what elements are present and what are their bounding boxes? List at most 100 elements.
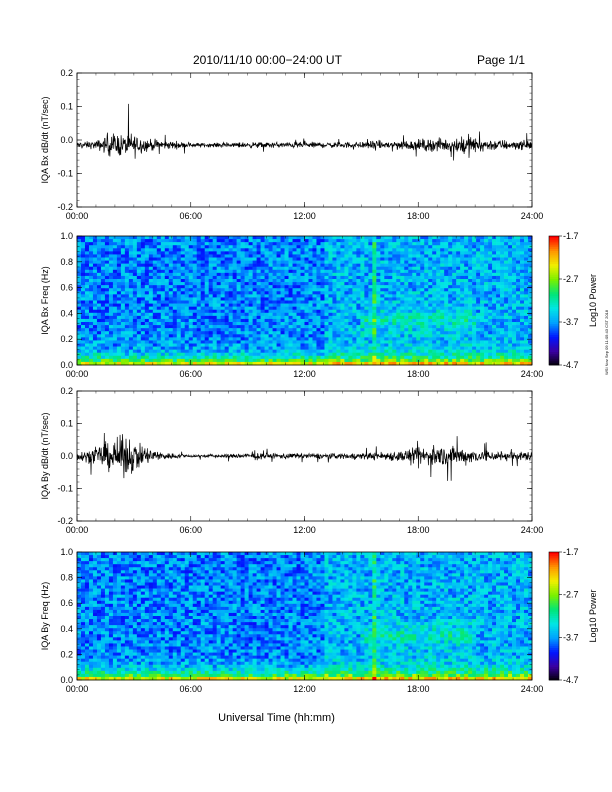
spectrogram-cell	[392, 275, 397, 280]
spectrogram-cell	[496, 275, 501, 280]
spectrogram-cell	[160, 294, 166, 298]
spectrogram-cell	[436, 288, 441, 292]
spectrogram-cell	[332, 294, 337, 298]
spectrogram-cell	[244, 285, 249, 289]
spectrogram-cell	[88, 236, 94, 240]
spectrogram-cell	[184, 349, 190, 354]
spectrogram-cell	[144, 312, 150, 317]
spectrogram-cell	[352, 275, 357, 280]
spectrogram-cell	[508, 260, 513, 264]
spectrogram-cell	[108, 285, 114, 289]
spectrogram-cell	[88, 260, 94, 264]
spectrogram-cell	[392, 358, 397, 363]
spectrogram-cell	[428, 300, 433, 304]
spectrogram-cell	[504, 263, 509, 268]
spectrogram-cell	[248, 291, 253, 295]
spectrogram-cell	[328, 315, 333, 320]
spectrogram-cell	[412, 272, 417, 277]
spectrogram-cell	[300, 254, 305, 258]
spectrogram-cell	[492, 300, 497, 304]
spectrogram-cell	[108, 355, 114, 360]
spectrogram-cell	[164, 263, 170, 268]
spectrogram-cell	[472, 248, 477, 252]
spectrogram-cell	[168, 260, 174, 264]
spectrogram-cell	[528, 315, 533, 320]
spectrogram-cell	[360, 349, 365, 354]
spectrogram-cell	[228, 239, 233, 243]
spectrogram-cell	[248, 306, 253, 311]
spectrogram-cell	[340, 279, 345, 283]
spectrogram-cell	[328, 343, 333, 347]
spectrogram-cell	[144, 352, 150, 357]
spectrogram-cell	[308, 245, 313, 249]
spectrogram-cell	[236, 260, 241, 264]
spectrogram-cell	[80, 358, 86, 363]
spectrogram-cell	[520, 236, 525, 240]
spectrogram-cell	[188, 257, 194, 261]
spectrogram-cell	[100, 275, 106, 280]
spectrogram-cell	[360, 288, 365, 292]
spectrogram-cell	[528, 248, 533, 252]
spectrogram-cell	[428, 346, 433, 350]
spectrogram-cell	[80, 285, 86, 289]
spectrogram-cell	[372, 257, 377, 261]
spectrogram-cell	[508, 254, 513, 258]
spectrogram-cell	[504, 282, 509, 286]
spectrogram-cell	[236, 352, 241, 357]
spectrogram-cell	[244, 236, 249, 240]
spectrogram-cell	[332, 254, 337, 258]
spectrogram-cell	[516, 251, 521, 255]
spectrogram-cell	[88, 318, 94, 323]
spectrogram-cell	[204, 300, 210, 304]
spectrogram-cell	[132, 242, 138, 246]
spectrogram-cell	[524, 318, 529, 323]
spectrogram-cell	[200, 257, 206, 261]
spectrogram-cell	[452, 297, 457, 301]
spectrogram-cell	[484, 254, 489, 258]
spectrogram-cell	[364, 251, 369, 255]
spectrogram-cell	[136, 263, 142, 268]
spectrogram-cell	[476, 285, 481, 289]
spectrogram-cell	[376, 306, 381, 311]
spectrogram-cell	[328, 282, 333, 286]
spectrogram-cell	[284, 315, 289, 320]
spectrogram-cell	[188, 334, 194, 338]
spectrogram-cell	[408, 300, 413, 304]
spectrogram-cell	[84, 239, 90, 243]
spectrogram-cell	[232, 322, 237, 326]
spectrogram-cell	[460, 239, 465, 243]
spectrogram-cell	[276, 239, 281, 243]
spectrogram-cell	[340, 245, 345, 249]
spectrogram-cell	[504, 275, 509, 280]
spectrogram-cell	[356, 279, 361, 283]
spectrogram-cell	[164, 275, 170, 280]
spectrogram-cell	[452, 361, 457, 366]
spectrogram-cell	[508, 340, 513, 344]
spectrogram-cell	[284, 297, 289, 301]
spectrogram-cell	[464, 282, 469, 286]
spectrogram-cell	[148, 285, 154, 289]
spectrogram-cell	[100, 334, 106, 338]
spectrogram-cell	[420, 239, 425, 243]
spectrogram-cell	[320, 263, 325, 268]
spectrogram-cell	[328, 346, 333, 350]
spectrogram-cell	[444, 358, 449, 363]
spectrogram-cell	[420, 334, 425, 338]
spectrogram-cell	[452, 279, 457, 283]
spectrogram-cell	[80, 236, 86, 240]
spectrogram-cell	[504, 312, 509, 317]
spectrogram-cell	[452, 236, 457, 240]
spectrogram-cell	[212, 245, 217, 249]
spectrogram-cell	[332, 340, 337, 344]
spectrogram-cell	[260, 340, 265, 344]
spectrogram-cell	[284, 239, 289, 243]
x-tick-label-1-4: 24:00	[521, 369, 544, 379]
spectrogram-cell	[248, 269, 253, 274]
spectrogram-cell	[360, 291, 365, 295]
spectrogram-cell	[420, 285, 425, 289]
spectrogram-cell	[156, 269, 162, 274]
spectrogram-cell	[524, 303, 529, 307]
spectrogram-cell	[364, 275, 369, 280]
spectrogram-cell	[304, 272, 309, 277]
spectrogram-cell	[424, 361, 429, 366]
